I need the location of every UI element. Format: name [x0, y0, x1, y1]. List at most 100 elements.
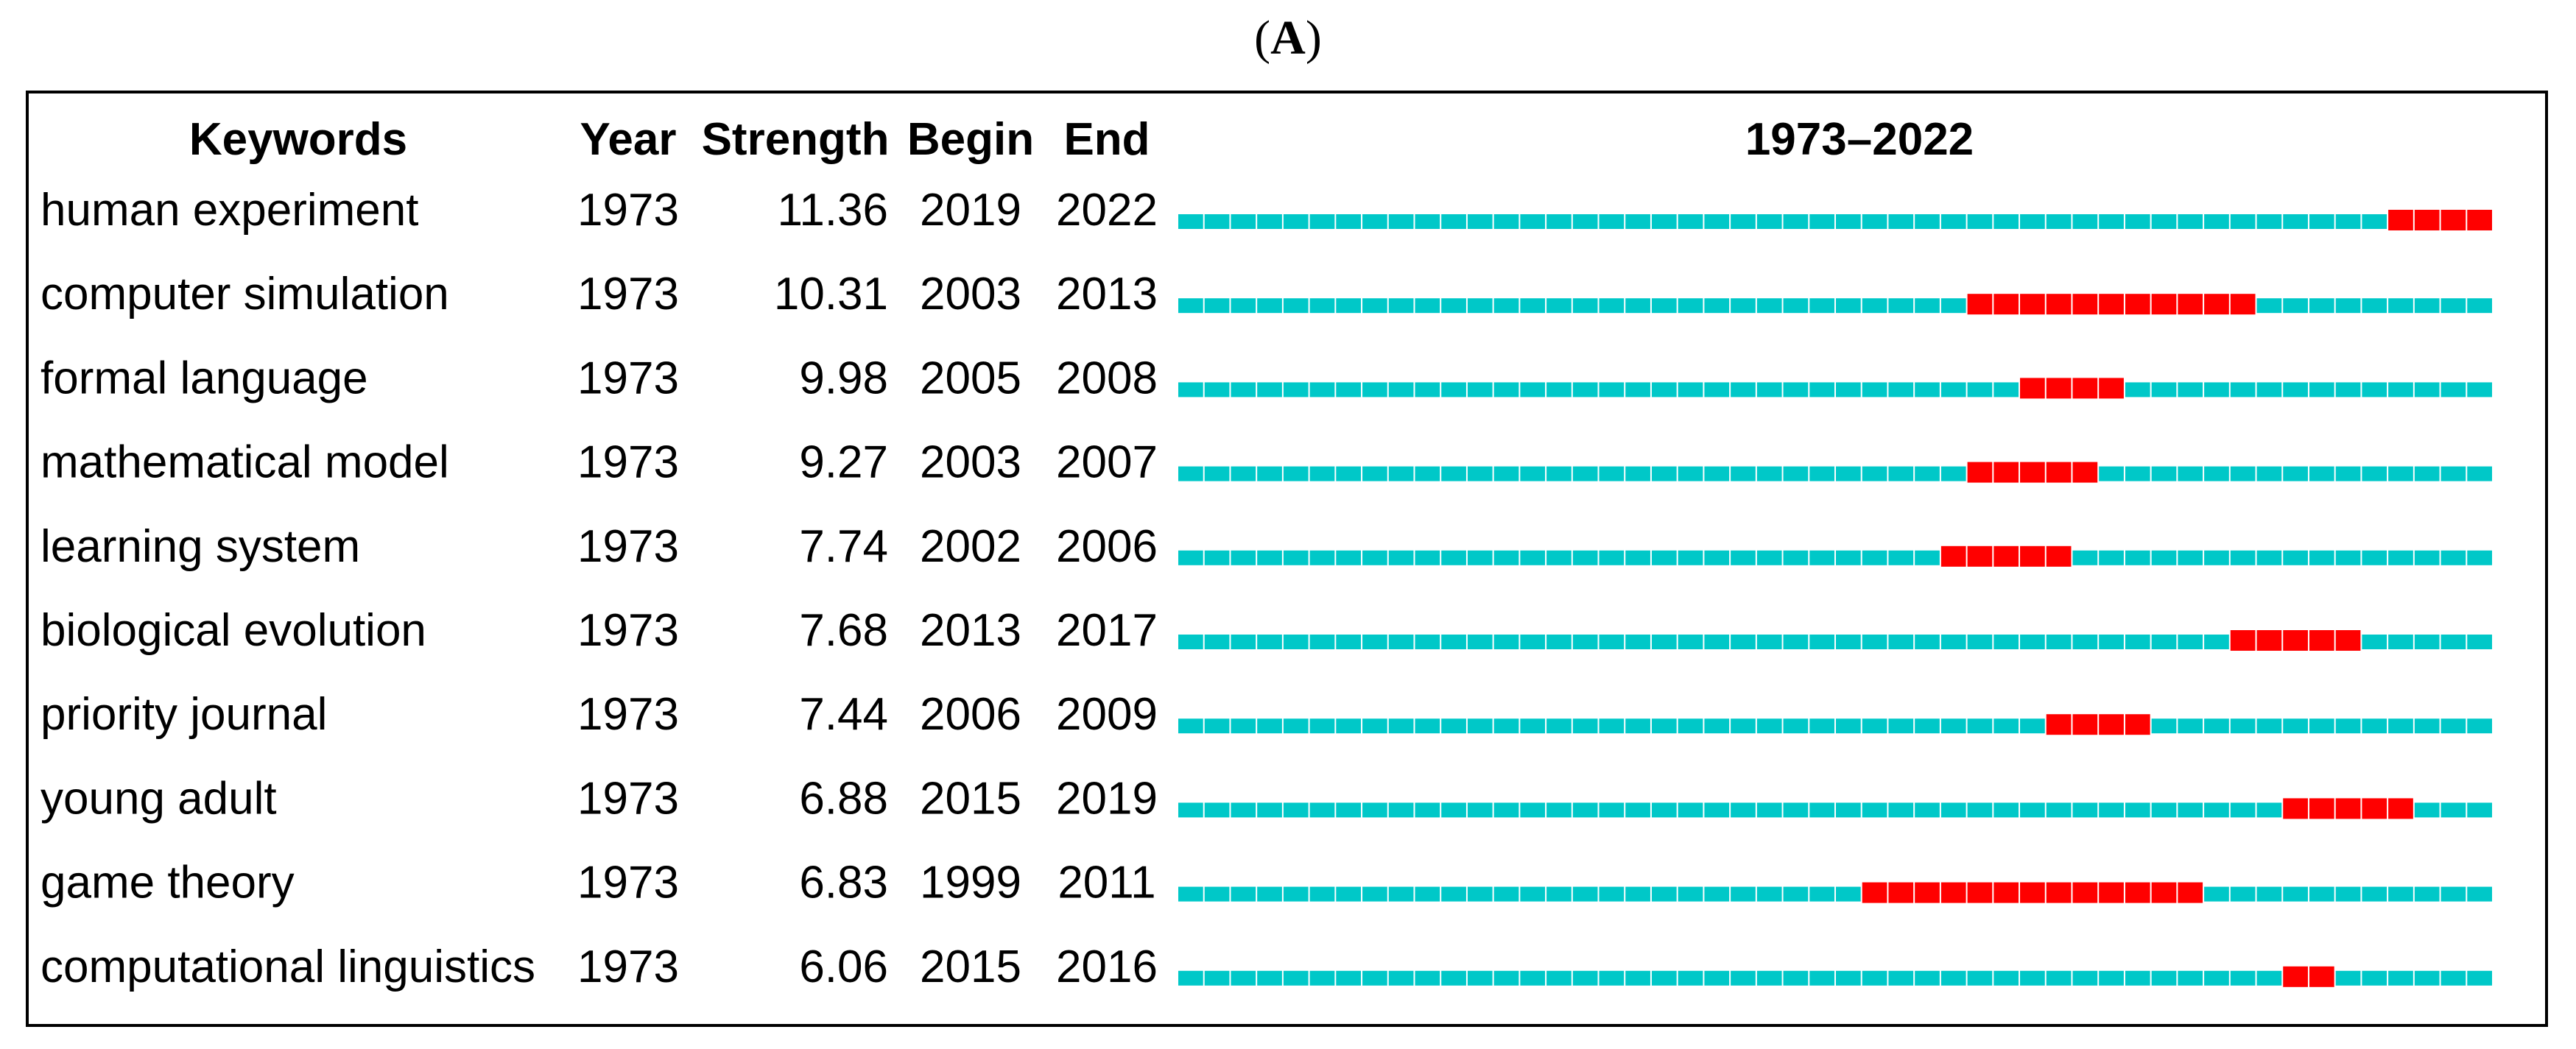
timeline-year-segment	[2440, 802, 2466, 818]
timeline-year-segment	[1993, 382, 2019, 398]
burst-year-segment	[2020, 378, 2045, 399]
burst-year-segment	[2046, 462, 2072, 483]
timeline-year-segment	[1546, 970, 1572, 986]
burst-year-segment	[1862, 882, 1887, 903]
year-cell: 1973	[577, 605, 679, 656]
begin-cell: 2006	[920, 689, 1021, 740]
timeline-year-segment	[1283, 718, 1309, 734]
timeline-year-segment	[1651, 466, 1677, 481]
timeline-year-segment	[2230, 970, 2256, 986]
timeline-year-segment	[2230, 214, 2256, 229]
timeline-year-segment	[2283, 718, 2308, 734]
strength-cell: 7.68	[799, 605, 888, 656]
timeline-year-segment	[1836, 298, 1861, 314]
timeline-year-segment	[1940, 635, 1966, 649]
header-keywords: Keywords	[189, 114, 407, 165]
timeline-year-segment	[1756, 970, 1782, 986]
table-frame	[26, 91, 2548, 1027]
timeline-year-segment	[1257, 635, 1282, 649]
timeline-year-segment	[1231, 886, 1256, 902]
timeline-year-segment	[2151, 970, 2177, 986]
keyword-cell: young adult	[41, 773, 277, 824]
timeline-year-segment	[2125, 466, 2150, 481]
end-cell: 2017	[1056, 605, 1158, 656]
timeline-year-segment	[1520, 970, 1546, 986]
timeline-year-segment	[1809, 550, 1834, 565]
burst-year-segment	[2072, 378, 2098, 399]
timeline-year-segment	[1783, 214, 1809, 229]
timeline-year-segment	[1362, 466, 1387, 481]
timeline-year-segment	[1388, 802, 1414, 818]
timeline-year-segment	[2230, 802, 2256, 818]
timeline-year-segment	[1888, 718, 1914, 734]
timeline-year-segment	[1309, 970, 1335, 986]
timeline-year-segment	[1756, 550, 1782, 565]
timeline-year-segment	[1520, 382, 1546, 398]
timeline-year-segment	[1520, 298, 1546, 314]
burst-year-segment	[2204, 294, 2229, 315]
end-cell: 2022	[1056, 185, 1158, 236]
timeline-year-segment	[2440, 298, 2466, 314]
timeline-year-segment	[1283, 298, 1309, 314]
timeline-year-segment	[1309, 886, 1335, 902]
timeline-year-segment	[1651, 382, 1677, 398]
timeline-year-segment	[2309, 550, 2334, 565]
timeline-year-segment	[2335, 466, 2361, 481]
timeline-year-segment	[1546, 382, 1572, 398]
timeline-year-segment	[1415, 214, 1440, 229]
timeline-year-segment	[1862, 214, 1887, 229]
table-row: biological evolution 1973 7.68 2013 2017	[41, 605, 2492, 656]
burst-year-segment	[2309, 630, 2334, 651]
timeline-year-segment	[2414, 382, 2440, 398]
timeline-year-segment	[1493, 382, 1519, 398]
timeline-year-segment	[1441, 886, 1466, 902]
strength-cell: 7.44	[799, 689, 888, 740]
timeline-year-segment	[1756, 382, 1782, 398]
strength-cell: 11.36	[777, 185, 888, 236]
timeline-year-segment	[2283, 886, 2308, 902]
year-cell: 1973	[577, 353, 679, 403]
timeline-year-segment	[2335, 718, 2361, 734]
keyword-cell: mathematical model	[41, 437, 449, 488]
timeline-year-segment	[1257, 886, 1282, 902]
timeline-year-segment	[1441, 382, 1466, 398]
timeline-year-segment	[1178, 970, 1203, 986]
timeline-year-segment	[2072, 802, 2098, 818]
year-cell: 1973	[577, 521, 679, 572]
timeline-year-segment	[1520, 718, 1546, 734]
timeline-year-segment	[2178, 382, 2203, 398]
burst-year-segment	[1993, 294, 2019, 315]
timeline-year-segment	[2414, 970, 2440, 986]
timeline-year-segment	[2414, 718, 2440, 734]
burst-year-segment	[2256, 630, 2282, 651]
burst-year-segment	[2151, 882, 2177, 903]
timeline-year-segment	[1809, 802, 1834, 818]
timeline-year-segment	[2151, 635, 2177, 649]
timeline-year-segment	[1836, 382, 1861, 398]
timeline-year-segment	[1572, 382, 1598, 398]
timeline-year-segment	[1309, 382, 1335, 398]
timeline-year-segment	[1309, 466, 1335, 481]
timeline-year-segment	[1704, 635, 1730, 649]
timeline-year-segment	[1441, 298, 1466, 314]
begin-cell: 1999	[920, 858, 1021, 908]
timeline-year-segment	[2414, 550, 2440, 565]
timeline-year-segment	[2020, 214, 2045, 229]
burst-year-segment	[2020, 294, 2045, 315]
timeline-year-segment	[1940, 718, 1966, 734]
burst-year-segment	[1993, 545, 2019, 567]
timeline-year-segment	[2046, 214, 2072, 229]
timeline-year-segment	[1336, 718, 1362, 734]
timeline-year-segment	[1546, 214, 1572, 229]
timeline-year-segment	[2309, 886, 2334, 902]
end-cell: 2016	[1056, 942, 1158, 992]
burst-year-segment	[2362, 798, 2387, 819]
timeline-year-segment	[2230, 718, 2256, 734]
end-cell: 2011	[1058, 858, 1155, 908]
timeline-year-segment	[2362, 970, 2387, 986]
timeline-year-segment	[1283, 550, 1309, 565]
keyword-cell: priority journal	[41, 689, 327, 740]
timeline-year-segment	[2362, 466, 2387, 481]
burst-year-segment	[2099, 714, 2124, 735]
timeline-year-segment	[1940, 382, 1966, 398]
